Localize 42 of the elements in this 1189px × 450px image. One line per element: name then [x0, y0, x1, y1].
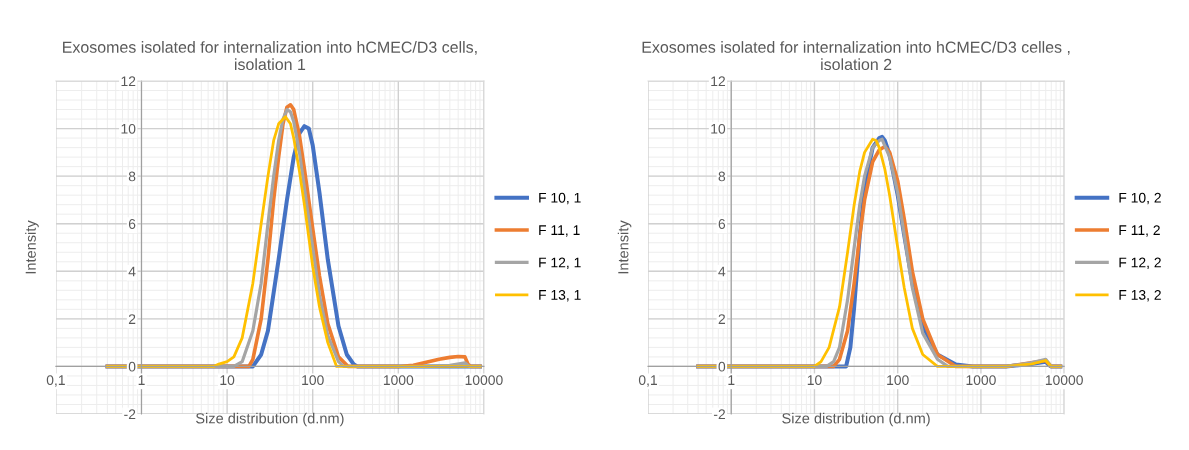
- x-tick-label: 1000: [383, 375, 414, 386]
- legend-label: F 10, 2: [1119, 192, 1161, 205]
- y-tick-label: 0: [718, 361, 726, 372]
- x-tick-label: 0,1: [638, 375, 657, 387]
- x-axis-title: Size distribution (d.nm): [196, 412, 344, 427]
- x-axis-title: Size distribution (d.nm): [782, 412, 930, 427]
- y-axis-title: Intensity: [25, 220, 39, 274]
- y-tick-label: 8: [718, 171, 726, 182]
- legend-label: F 10, 1: [539, 192, 581, 205]
- y-axis-title: Intensity: [617, 220, 632, 274]
- x-tick-label: 1: [138, 375, 145, 385]
- y-tick-label: -2: [713, 409, 725, 420]
- y-tick-label: 6: [128, 219, 136, 229]
- x-tick-label: 10000: [1045, 375, 1083, 386]
- y-tick-label: 2: [128, 314, 136, 324]
- y-tick-label: 0: [128, 361, 136, 372]
- legend-label: F 13, 2: [1119, 289, 1161, 302]
- x-tick-label: 0,1: [46, 375, 65, 387]
- y-tick-label: 6: [718, 219, 726, 229]
- x-tick-label: 1000: [966, 375, 996, 386]
- y-tick-label: 8: [128, 171, 136, 182]
- y-tick-label: 4: [128, 266, 136, 277]
- x-tick-label: 100: [887, 375, 909, 386]
- chart-title: Exosomes isolated for internalization into hCMEC/D3 cells, isolation 1: [63, 41, 477, 71]
- chart-title: Exosomes isolated for internalization into hCMEC/D3 celles , isolation 2: [642, 41, 1070, 71]
- y-tick-label: 2: [718, 314, 725, 324]
- legend-label: F 12, 1: [539, 257, 581, 270]
- legend-label: F 12, 2: [1119, 257, 1161, 270]
- x-tick-label: 10000: [465, 375, 503, 386]
- y-tick-label: 4: [718, 266, 726, 277]
- y-tick-label: 10: [121, 123, 136, 134]
- legend-label: F 11, 1: [539, 225, 580, 237]
- x-tick-label: 1: [728, 375, 735, 385]
- y-tick-label: 12: [711, 76, 725, 87]
- x-tick-label: 10: [220, 375, 235, 386]
- x-tick-label: 10: [807, 375, 822, 386]
- legend-label: F 11, 2: [1119, 225, 1160, 237]
- y-tick-label: 10: [711, 123, 726, 134]
- x-tick-label: 100: [302, 375, 324, 386]
- y-tick-label: -2: [124, 409, 136, 420]
- y-tick-label: 12: [121, 76, 136, 87]
- legend-label: F 13, 1: [539, 289, 581, 302]
